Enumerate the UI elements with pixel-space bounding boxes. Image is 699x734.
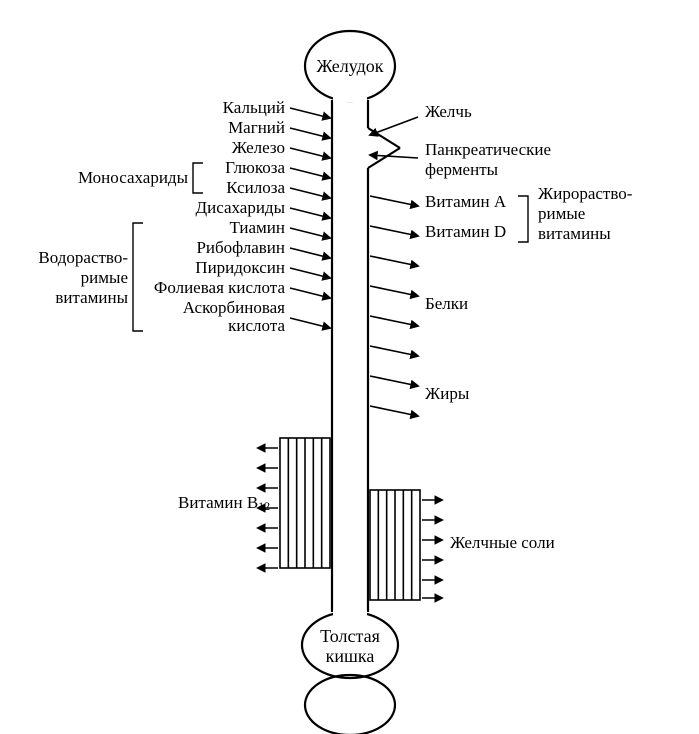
svg-text:Аскорбиновая: Аскорбиновая bbox=[183, 298, 285, 317]
svg-text:Витамин A: Витамин A bbox=[425, 192, 507, 211]
svg-text:Водораство-: Водораство- bbox=[38, 248, 128, 267]
svg-text:Желчные соли: Желчные соли bbox=[450, 533, 555, 552]
svg-text:Витамин D: Витамин D bbox=[425, 222, 506, 241]
svg-text:витамины: витамины bbox=[55, 288, 128, 307]
svg-text:римые: римые bbox=[538, 204, 585, 223]
label-b12: Витамин B12 bbox=[178, 493, 270, 513]
svg-text:Желчь: Желчь bbox=[425, 102, 472, 121]
svg-text:Фолиевая кислота: Фолиевая кислота bbox=[154, 278, 286, 297]
svg-text:ферменты: ферменты bbox=[425, 160, 499, 179]
svg-text:Тиамин: Тиамин bbox=[229, 218, 285, 237]
svg-text:Жиры: Жиры bbox=[425, 384, 470, 403]
svg-text:Магний: Магний bbox=[228, 118, 285, 137]
svg-text:Кальций: Кальций bbox=[223, 98, 285, 117]
svg-text:римые: римые bbox=[81, 268, 128, 287]
svg-text:Дисахариды: Дисахариды bbox=[196, 198, 286, 217]
svg-text:Жирораство-: Жирораство- bbox=[538, 184, 633, 203]
svg-text:кишка: кишка bbox=[326, 646, 375, 666]
svg-text:Моносахариды: Моносахариды bbox=[78, 168, 189, 187]
svg-text:Ксилоза: Ксилоза bbox=[226, 178, 285, 197]
svg-text:Толстая: Толстая bbox=[320, 626, 380, 646]
svg-text:витамины: витамины bbox=[538, 224, 611, 243]
svg-text:Пиридоксин: Пиридоксин bbox=[195, 258, 285, 277]
svg-text:Белки: Белки bbox=[425, 294, 468, 313]
svg-text:Железо: Железо bbox=[232, 138, 285, 157]
svg-text:Рибофлавин: Рибофлавин bbox=[196, 238, 285, 257]
colon-lower bbox=[305, 675, 395, 734]
svg-text:кислота: кислота bbox=[228, 316, 285, 335]
svg-text:Желудок: Желудок bbox=[317, 56, 384, 76]
svg-text:Панкреатические: Панкреатические bbox=[425, 140, 551, 159]
digestion-diagram: Желудок Толстаякишка КальцийМагнийЖелезоГл… bbox=[0, 0, 699, 734]
svg-text:Глюкоза: Глюкоза bbox=[225, 158, 285, 177]
